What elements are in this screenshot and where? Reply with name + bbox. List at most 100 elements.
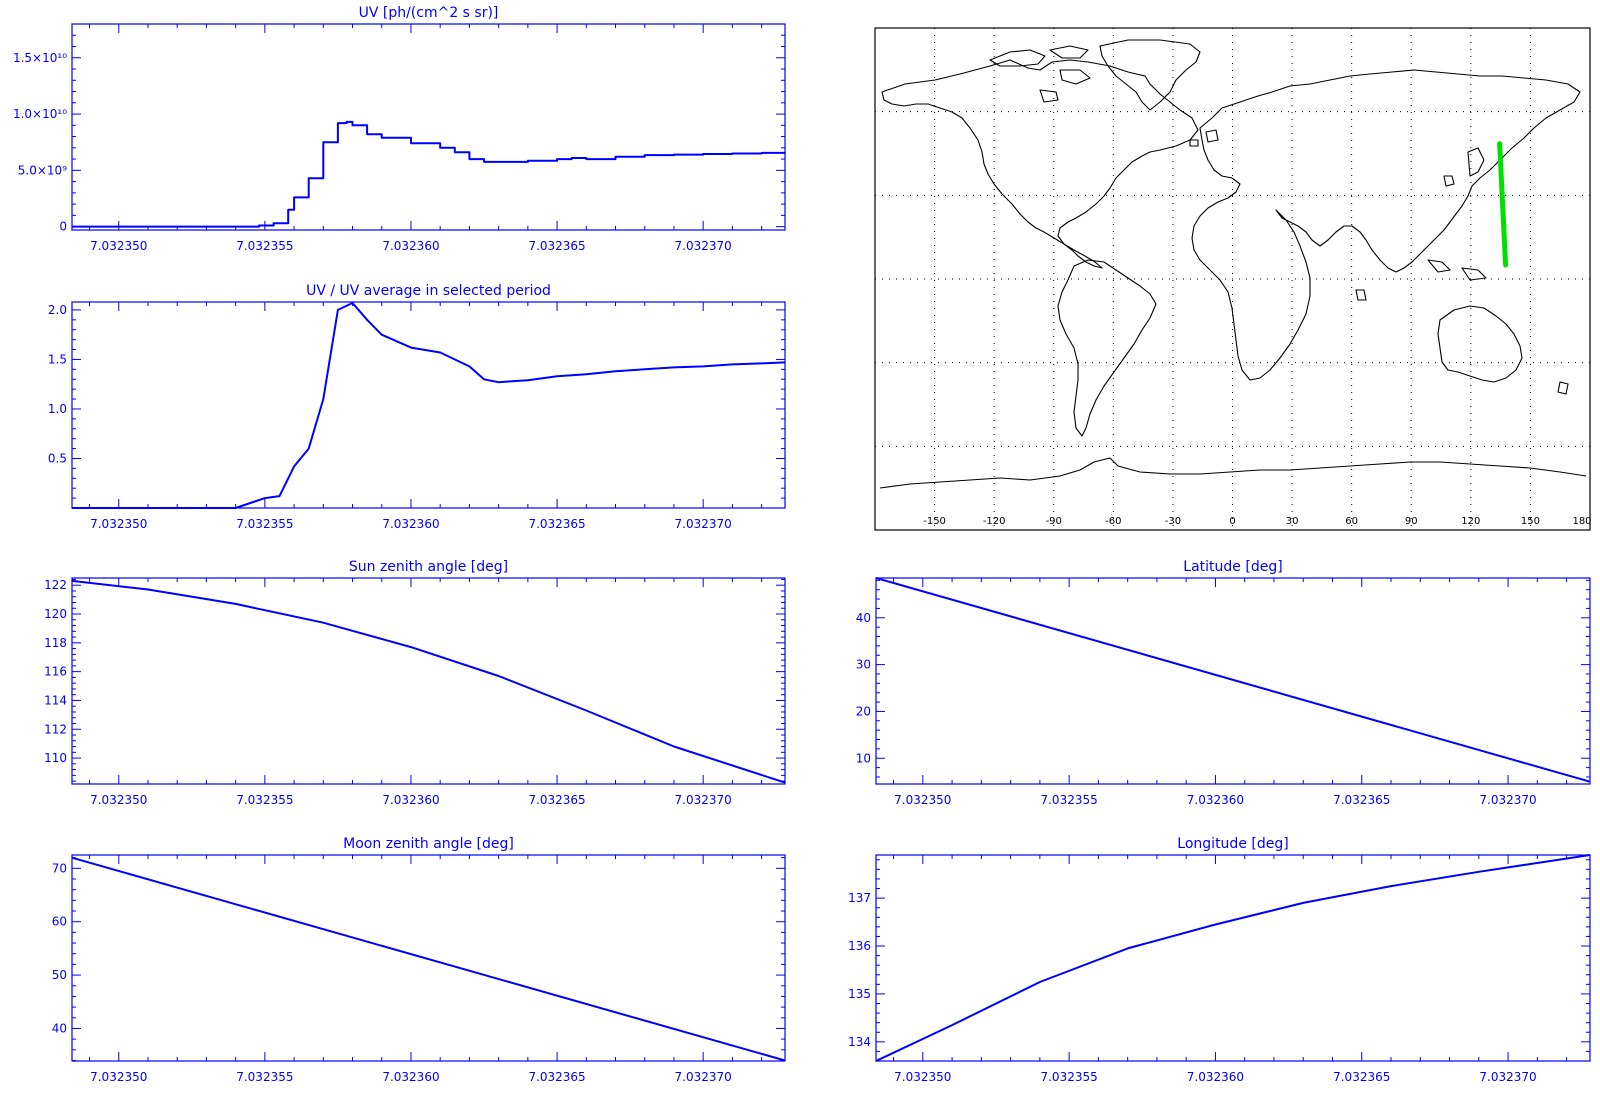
chart-lat: Latitude [deg] 7.032350 7.032355 7.032360 7.… (856, 559, 1591, 807)
x-tick-label: 7.032365 (528, 1070, 585, 1084)
plot-frame (71, 854, 786, 1062)
y-tick-label: 122 (44, 578, 67, 592)
coast-arctic-islands (989, 45, 1091, 103)
coast-south-america (1057, 259, 1157, 437)
y-tick-label: 0 (59, 220, 67, 234)
x-tick-label: 7.032360 (1187, 793, 1244, 807)
map-x-tick-label: 60 (1345, 516, 1358, 527)
y-tick-label: 110 (44, 751, 67, 765)
chart-title: Moon zenith angle [deg] (343, 836, 514, 852)
x-tick-label: 7.032370 (675, 239, 732, 253)
x-tick-label: 7.032360 (382, 239, 439, 253)
y-tick-label: 10 (856, 751, 871, 765)
x-tick-label: 7.032370 (1479, 793, 1536, 807)
chart-uv_ratio: UV / UV average in selected period 7.0323… (48, 283, 786, 531)
x-tick-label: 7.032350 (90, 239, 147, 253)
chart-title: Latitude [deg] (1183, 559, 1282, 575)
y-tick-label: 1.0 (48, 402, 67, 416)
map-coastlines (879, 39, 1587, 489)
y-tick-label: 0.5 (48, 451, 67, 465)
coast-greenland (1099, 39, 1201, 111)
series-line (72, 120, 786, 228)
y-tick-label: 112 (44, 722, 67, 736)
x-tick-label: 7.032365 (528, 239, 585, 253)
map-x-tick-label: 0 (1229, 516, 1235, 527)
x-tick-label: 7.032370 (675, 517, 732, 531)
chart-title: Longitude [deg] (1177, 836, 1288, 852)
series-line (71, 856, 786, 1062)
x-tick-label: 7.032355 (236, 239, 293, 253)
x-tick-label: 7.032350 (90, 517, 147, 531)
y-tick-label: 116 (44, 665, 67, 679)
series-line (875, 577, 1591, 783)
y-tick-label: 70 (52, 861, 67, 875)
y-tick-label: 114 (44, 693, 67, 707)
x-tick-label: 7.032350 (894, 1070, 951, 1084)
y-tick-label: 135 (848, 987, 871, 1001)
charts-layer: UV [ph/(cm^2 s sr)] 7.032350 7.032355 7.032… (13, 5, 1591, 1084)
x-tick-label: 7.032365 (1333, 793, 1390, 807)
series-line (875, 854, 1591, 1062)
x-tick-label: 7.032370 (675, 1070, 732, 1084)
chart-title: UV [ph/(cm^2 s sr)] (359, 5, 499, 21)
y-tick-label: 136 (848, 939, 871, 953)
map-x-tick-label: 180 (1572, 516, 1591, 527)
y-tick-label: 118 (44, 636, 67, 650)
x-tick-label: 7.032355 (1040, 1070, 1097, 1084)
x-tick-label: 7.032350 (90, 1070, 147, 1084)
x-tick-label: 7.032370 (675, 793, 732, 807)
coast-eurasia-africa (1191, 69, 1581, 381)
chart-moon: Moon zenith angle [deg] 7.032350 7.032355 7… (52, 836, 786, 1084)
y-tick-label: 50 (52, 968, 67, 982)
x-tick-label: 7.032350 (894, 793, 951, 807)
plot-frame (875, 854, 1591, 1062)
plot-frame (71, 577, 786, 785)
x-tick-label: 7.032365 (1333, 1070, 1390, 1084)
x-tick-label: 7.032365 (528, 517, 585, 531)
chart-title: UV / UV average in selected period (306, 283, 551, 299)
chart-title: Sun zenith angle [deg] (349, 559, 508, 575)
x-tick-label: 7.032360 (382, 793, 439, 807)
chart-uv: UV [ph/(cm^2 s sr)] 7.032350 7.032355 7.032… (13, 5, 786, 253)
x-tick-label: 7.032350 (90, 793, 147, 807)
map-x-tick-label: -90 (1046, 516, 1062, 527)
coast-islands (1189, 129, 1569, 395)
y-tick-label: 1.5 (48, 352, 67, 366)
chart-sun: Sun zenith angle [deg] 7.032350 7.032355 7.… (44, 559, 786, 807)
y-tick-label: 1.5×10¹⁰ (13, 51, 67, 65)
map-x-tick-label: 120 (1461, 516, 1480, 527)
y-tick-label: 120 (44, 607, 67, 621)
y-tick-label: 20 (856, 704, 871, 718)
coast-antarctica (879, 457, 1587, 489)
y-tick-label: 2.0 (48, 303, 67, 317)
map-x-tick-label: -60 (1105, 516, 1121, 527)
coast-australia (1437, 305, 1523, 383)
y-tick-label: 1.0×10¹⁰ (13, 107, 67, 121)
world-map-panel: -150 -120 -90 -60 -30 0 30 60 90 120 150 180 (874, 27, 1592, 531)
map-graticule (875, 28, 1590, 530)
map-x-tick-label: -30 (1165, 516, 1181, 527)
map-x-tick-label: 90 (1405, 516, 1418, 527)
y-tick-label: 60 (52, 915, 67, 929)
x-tick-label: 7.032360 (1187, 1070, 1244, 1084)
x-tick-label: 7.032355 (236, 517, 293, 531)
x-tick-label: 7.032355 (1040, 793, 1097, 807)
y-tick-label: 5.0×10⁹ (18, 163, 67, 177)
y-tick-label: 40 (856, 611, 871, 625)
x-tick-label: 7.032355 (236, 793, 293, 807)
x-tick-label: 7.032360 (382, 517, 439, 531)
x-tick-label: 7.032360 (382, 1070, 439, 1084)
x-tick-label: 7.032370 (1479, 1070, 1536, 1084)
y-tick-label: 134 (848, 1035, 871, 1049)
x-tick-label: 7.032355 (236, 1070, 293, 1084)
map-x-tick-label: 30 (1286, 516, 1299, 527)
map-x-tick-label: -150 (923, 516, 946, 527)
series-line (71, 579, 786, 784)
satellite-ground-track (1497, 141, 1509, 268)
coast-north-america (881, 59, 1199, 269)
y-tick-label: 137 (848, 891, 871, 905)
map-x-tick-label: 150 (1521, 516, 1540, 527)
map-x-tick-label: -120 (983, 516, 1006, 527)
y-tick-label: 40 (52, 1021, 67, 1035)
